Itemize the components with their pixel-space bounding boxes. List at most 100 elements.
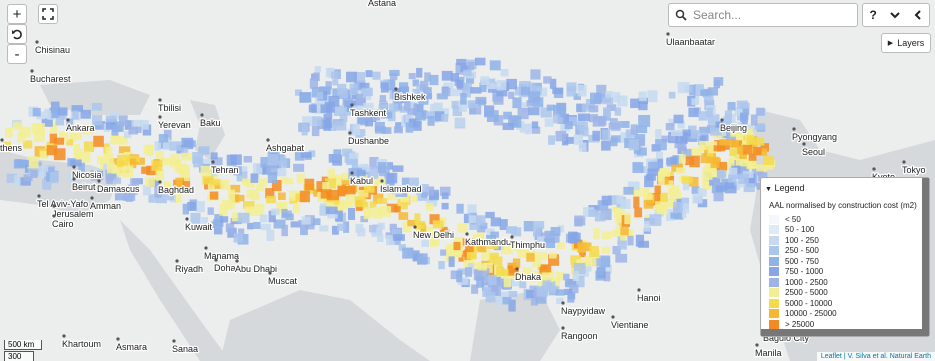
hazard-cell (700, 89, 709, 96)
fullscreen[interactable] (38, 4, 58, 24)
hazard-cell (242, 178, 250, 186)
hazard-cell (728, 174, 737, 186)
hazard-cell (337, 88, 348, 99)
hazard-cell (584, 255, 597, 267)
hazard-cell (600, 208, 612, 221)
hazard-cell (167, 189, 175, 201)
hazard-cell (49, 172, 59, 184)
hazard-cell (55, 115, 65, 126)
reset-icon (12, 29, 22, 40)
hazard-cell (603, 264, 612, 274)
hazard-cell (647, 168, 659, 176)
zoom-out[interactable]: - (7, 44, 27, 64)
hazard-cell (220, 216, 229, 223)
hazard-cell (601, 140, 611, 151)
hazard-cell (388, 103, 399, 112)
hazard-cell (363, 102, 374, 112)
hazard-cell (706, 107, 713, 118)
city-dot (666, 32, 670, 36)
search-box[interactable]: Search... (668, 3, 858, 27)
hazard-cell (261, 165, 272, 175)
hazard-cell (407, 219, 417, 227)
hazard-cell (156, 194, 167, 204)
hazard-cell (237, 166, 248, 173)
hazard-cell (488, 280, 499, 292)
hazard-cell (67, 172, 80, 183)
hazard-cell (379, 95, 387, 102)
city-label: Baku (200, 118, 221, 128)
hazard-cell (342, 98, 353, 106)
hazard-cell (23, 174, 33, 182)
hazard-cell (118, 146, 131, 154)
hazard-cell (111, 125, 119, 136)
hazard-cell (354, 72, 366, 83)
hazard-cell (451, 100, 459, 109)
hazard-cell (469, 239, 482, 250)
hazard-cell (59, 131, 69, 142)
hazard-cell (724, 110, 733, 117)
hazard-cell (117, 154, 129, 163)
collapse-button[interactable] (889, 10, 900, 20)
hazard-cell (690, 147, 703, 155)
hazard-cell (222, 200, 232, 210)
hazard-cell (143, 185, 151, 196)
city-label: Cairo (52, 219, 74, 229)
hazard-cell (615, 253, 628, 263)
legend-label: 250 - 500 (785, 246, 819, 256)
hazard-cell (569, 284, 579, 294)
hazard-cell (676, 167, 686, 174)
hazard-cell (757, 172, 768, 182)
hazard-cell (496, 80, 507, 91)
hazard-cell (411, 195, 418, 203)
attribution-text[interactable]: Leaflet | V. Silva et al. (820, 353, 888, 360)
hazard-cell (300, 225, 308, 236)
hazard-cell (372, 71, 381, 80)
hazard-cell (330, 174, 342, 186)
hazard-cell (19, 177, 31, 186)
hazard-cell (682, 148, 692, 160)
hazard-cell (277, 155, 286, 164)
hazard-cell (301, 123, 308, 136)
hazard-cell (655, 201, 662, 208)
legend-swatch (769, 298, 779, 308)
city-dot (175, 259, 179, 263)
hazard-cell (654, 185, 661, 194)
hazard-cell (742, 108, 750, 116)
legend-label: 750 - 1000 (785, 267, 824, 277)
hazard-cell (331, 71, 339, 79)
legend-label: 2500 - 5000 (785, 288, 828, 298)
legend-item: 1000 - 2500 (761, 277, 929, 288)
hazard-cell (69, 159, 82, 167)
layers-button[interactable]: ▶ Layers (881, 33, 931, 53)
city-dot (268, 271, 272, 275)
reset-view[interactable] (7, 24, 27, 44)
hazard-cell (668, 91, 676, 99)
hide-button[interactable] (913, 10, 923, 20)
city-dot (72, 177, 76, 181)
hazard-cell (673, 202, 683, 213)
hazard-cell (670, 156, 678, 165)
hazard-cell (523, 221, 534, 232)
hazard-cell (671, 185, 680, 193)
legend-swatch (769, 256, 779, 266)
hazard-cell (512, 258, 521, 269)
hazard-cell (478, 99, 486, 106)
legend-label: 500 - 750 (785, 256, 819, 266)
hazard-cell (231, 212, 242, 222)
legend-swatch (769, 319, 779, 329)
hazard-cell (364, 112, 375, 119)
hazard-cell (543, 237, 556, 248)
help-button[interactable]: ? (869, 8, 877, 22)
hazard-cell (474, 57, 486, 66)
hazard-cell (596, 84, 607, 96)
hazard-cell (544, 118, 554, 127)
hazard-cell (314, 66, 321, 73)
hazard-cell (530, 293, 539, 306)
attribution-link[interactable]: Natural Earth (889, 353, 931, 360)
hazard-cell (228, 189, 235, 199)
city-dot (37, 194, 41, 198)
zoom-in[interactable]: + (7, 4, 27, 24)
hazard-cell (648, 193, 661, 205)
city-label: Tehran (211, 165, 239, 175)
hazard-cell (689, 155, 700, 168)
